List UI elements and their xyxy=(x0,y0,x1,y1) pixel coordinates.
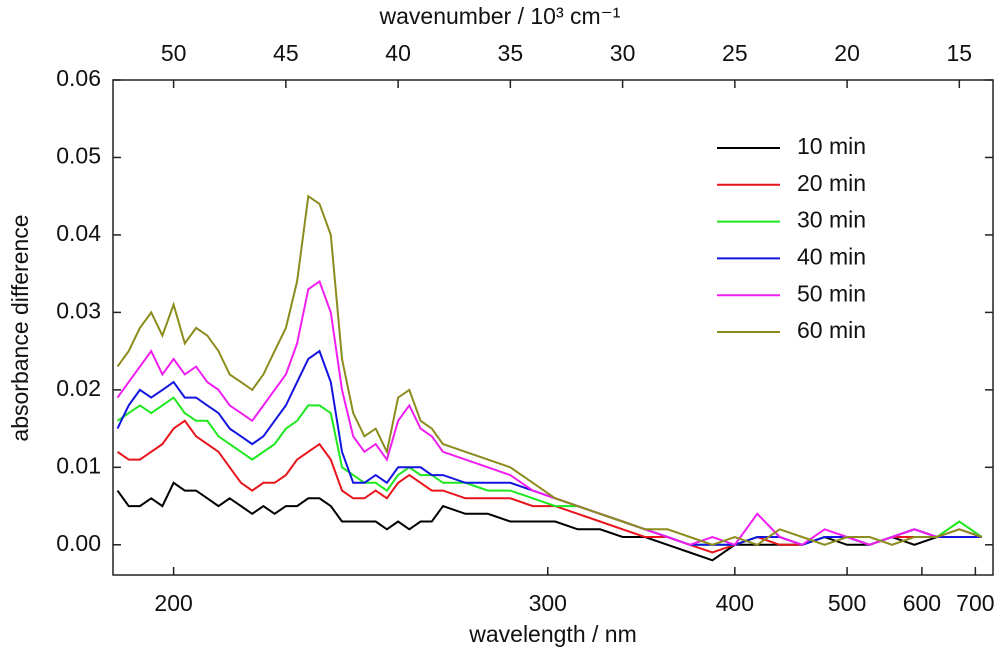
top-tick-label: 30 xyxy=(610,40,636,66)
bottom-tick-label: 600 xyxy=(903,590,941,616)
legend-label: 50 min xyxy=(797,280,866,306)
y-tick-label: 0.00 xyxy=(56,530,101,556)
top-tick-label: 35 xyxy=(498,40,524,66)
bottom-tick-label: 200 xyxy=(154,590,192,616)
top-tick-label: 40 xyxy=(385,40,411,66)
series-line xyxy=(116,419,982,554)
top-tick-label: 25 xyxy=(722,40,748,66)
y-tick-label: 0.02 xyxy=(56,375,101,401)
bottom-axis-title: wavelength / nm xyxy=(468,621,636,647)
top-tick-label: 15 xyxy=(947,40,973,66)
y-tick-label: 0.03 xyxy=(56,297,101,323)
bottom-tick-label: 300 xyxy=(529,590,567,616)
series-line xyxy=(116,194,983,546)
bottom-tick-label: 400 xyxy=(716,590,754,616)
legend-label: 10 min xyxy=(797,133,866,159)
series-line xyxy=(116,279,983,546)
bottom-tick-label: 500 xyxy=(828,590,866,616)
legend-label: 40 min xyxy=(797,243,866,269)
top-tick-label: 20 xyxy=(834,40,860,66)
top-tick-label: 50 xyxy=(161,40,187,66)
legend-label: 30 min xyxy=(797,207,866,233)
series-line xyxy=(116,349,982,546)
y-tick-label: 0.06 xyxy=(56,65,101,91)
y-tick-label: 0.01 xyxy=(56,452,101,478)
bottom-tick-label: 700 xyxy=(956,590,994,616)
y-tick-label: 0.05 xyxy=(56,143,101,169)
top-axis-title: wavenumber / 10³ cm⁻¹ xyxy=(379,3,621,29)
plot-frame xyxy=(112,79,994,576)
y-tick-label: 0.04 xyxy=(56,220,101,246)
top-tick-label: 45 xyxy=(273,40,299,66)
series-line xyxy=(116,396,983,546)
legend-label: 20 min xyxy=(797,170,866,196)
legend-label: 60 min xyxy=(797,317,866,343)
y-axis-title: absorbance difference xyxy=(7,214,33,441)
